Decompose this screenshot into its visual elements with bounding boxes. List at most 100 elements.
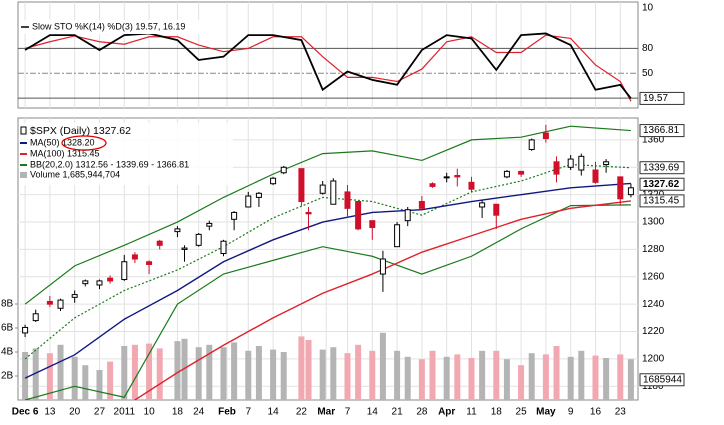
- price-marker-box: [639, 161, 685, 175]
- y2-tick-label: 8B: [1, 299, 14, 310]
- oscillator-tick-label: 80: [642, 43, 654, 54]
- volume-bar: [255, 346, 262, 400]
- volume-bar: [121, 346, 128, 400]
- candle-body: [479, 202, 486, 208]
- oscillator-title: Slow STO %K(14) %D(3) 19.57, 16.19: [32, 21, 185, 31]
- volume-bar: [418, 359, 425, 400]
- volume-bar: [542, 354, 549, 400]
- candle-body: [32, 313, 39, 322]
- candle-body: [46, 300, 53, 305]
- volume-bar: [96, 370, 103, 400]
- legend-title: $SPX (Daily) 1327.62: [30, 125, 131, 137]
- volume-bar: [443, 356, 450, 400]
- volume-bar: [174, 341, 181, 400]
- volume-bar: [528, 353, 535, 400]
- stoch-d: [24, 34, 632, 102]
- y-tick-label: 1200: [642, 354, 665, 365]
- candle-body: [220, 240, 227, 255]
- y-tick-label: 1220: [642, 326, 665, 337]
- x-tick-label: 9: [568, 407, 574, 418]
- volume-bar: [71, 356, 78, 400]
- x-tick-label: May: [536, 407, 556, 418]
- volume-bar: [404, 356, 411, 400]
- candle-body: [195, 233, 202, 246]
- volume-bar: [379, 332, 386, 400]
- x-tick-label: 14: [367, 407, 379, 418]
- price-marker: 1315.45: [643, 196, 680, 207]
- candle-body: [131, 254, 138, 260]
- volume-bar: [206, 344, 213, 400]
- candle-body: [379, 258, 386, 275]
- x-tick-label: 18: [491, 407, 503, 418]
- oscillator-tick-label: 50: [642, 68, 654, 79]
- volume-bar: [107, 361, 114, 400]
- candle-body: [57, 299, 64, 309]
- line-layer: [24, 125, 632, 400]
- candle-body: [255, 192, 262, 198]
- volume-bar: [298, 336, 305, 400]
- candle-body: [305, 211, 312, 215]
- candle-body: [418, 201, 425, 209]
- highlight-circle: [61, 135, 107, 151]
- x-tick-label: 10: [144, 407, 156, 418]
- candle-body: [443, 176, 450, 179]
- x-tick-label: 14: [268, 407, 280, 418]
- volume-bar: [156, 348, 163, 400]
- volume-bar: [603, 358, 610, 400]
- volume-bar: [195, 347, 202, 400]
- legend-bg: [19, 123, 233, 185]
- candle-body: [369, 220, 376, 229]
- candle-body: [330, 180, 337, 205]
- volume-bar: [280, 352, 287, 400]
- volume-bar: [330, 347, 337, 400]
- x-tick-label: 7: [345, 407, 351, 418]
- volume-bar: [394, 350, 401, 400]
- candle-body: [121, 261, 128, 281]
- x-tick-label: 24: [193, 407, 205, 418]
- volume-bar: [305, 340, 312, 400]
- candle-body: [592, 169, 599, 183]
- x-tick-label: Mar: [317, 407, 335, 418]
- x-tick-label: 2011: [114, 407, 136, 418]
- price-marker-box: [639, 177, 685, 191]
- x-tick-label: 28: [416, 407, 428, 418]
- candle-body: [518, 170, 525, 175]
- candle-body: [280, 166, 287, 174]
- candle-body: [468, 181, 475, 190]
- x-tick-label: 13: [44, 407, 56, 418]
- volume-bar: [493, 350, 500, 400]
- candle-body: [617, 176, 624, 200]
- candle-body: [206, 222, 213, 227]
- y-tick-label: 1180: [642, 381, 664, 392]
- candle-body: [454, 174, 461, 178]
- volume-bar: [32, 348, 39, 400]
- oscillator-title-bg: [19, 20, 215, 34]
- candle-body: [245, 195, 252, 208]
- y-tick-label: 1260: [642, 271, 665, 282]
- candle-body: [567, 158, 574, 168]
- x-tick-label: Dec 6: [12, 407, 39, 418]
- candle-body: [146, 261, 153, 265]
- candle-layer: [22, 124, 634, 338]
- oscillator-marker: 19.57: [643, 93, 668, 104]
- legend-entry: Volume 1,685,944,704: [30, 169, 120, 179]
- y2-tick-label: 6B: [1, 323, 14, 334]
- legend: $SPX (Daily) 1327.62 MA(50) 1328.20 MA(1…: [19, 123, 233, 185]
- candle-body: [542, 132, 549, 140]
- candle-body: [553, 161, 560, 175]
- candle-body: [82, 280, 89, 285]
- oscillator-layer: [24, 32, 632, 102]
- legend-entry: MA(100) 1315.45: [30, 148, 100, 158]
- volume-bar: [82, 365, 89, 400]
- volume-bar: [518, 365, 525, 400]
- volume-bar: [578, 350, 585, 400]
- price-marker: 1327.62: [643, 179, 680, 190]
- volume-bar: [468, 358, 475, 400]
- candle-body: [394, 224, 401, 248]
- price-marker-box: [639, 124, 685, 138]
- volume-bar: [592, 355, 599, 400]
- candle-body: [493, 203, 500, 216]
- candle-body: [231, 211, 238, 220]
- candle-body: [174, 228, 181, 233]
